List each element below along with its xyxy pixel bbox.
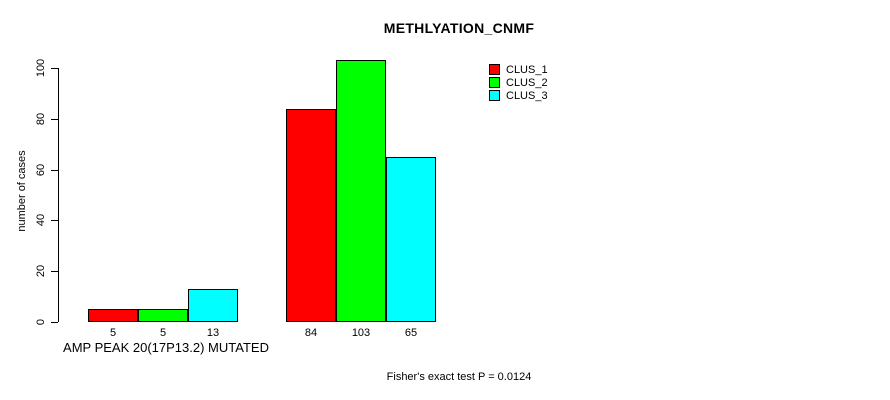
legend-label: CLUS_2 (506, 76, 548, 89)
y-tick-mark (51, 220, 58, 222)
bar-value-label: 5 (109, 327, 117, 339)
y-tick-mark (51, 118, 58, 120)
legend-label: CLUS_3 (506, 89, 548, 102)
y-tick-label: 40 (35, 214, 47, 227)
stat-annotation: Fisher's exact test P = 0.0124 (386, 371, 532, 383)
bar-clus_3-group1 (188, 288, 238, 322)
bar-value-label: 103 (351, 327, 371, 339)
y-tick-label: 60 (35, 163, 47, 176)
bar-clus_2-group1 (138, 309, 188, 322)
bar-clus_3-group2 (386, 156, 436, 322)
legend-swatch (489, 77, 500, 88)
y-tick-label: 0 (35, 318, 47, 326)
y-tick-label: 100 (35, 58, 47, 78)
chart-title: METHLYATION_CNMF (383, 20, 535, 36)
y-tick-mark (51, 322, 58, 323)
bar-value-label: 13 (206, 327, 220, 339)
y-axis-label: number of cases (16, 150, 28, 232)
legend-swatch (489, 64, 500, 75)
y-tick-mark (51, 169, 58, 171)
bar-value-label: 5 (159, 327, 167, 339)
bar-clus_1-group1 (88, 309, 138, 322)
legend-item: CLUS_1 (489, 63, 548, 76)
y-tick-mark (51, 68, 58, 69)
bar-clus_1-group2 (286, 108, 336, 322)
y-tick-label: 80 (35, 112, 47, 125)
y-tick-mark (51, 271, 58, 273)
legend-label: CLUS_1 (506, 63, 548, 76)
y-axis-line (58, 68, 59, 322)
bar-value-label: 65 (404, 327, 418, 339)
legend-item: CLUS_3 (489, 89, 548, 102)
legend-item: CLUS_2 (489, 76, 548, 89)
bar-clus_2-group2 (336, 60, 386, 322)
legend-swatch (489, 90, 500, 101)
legend: CLUS_1 CLUS_2 CLUS_3 (489, 63, 548, 102)
bar-value-label: 84 (304, 327, 318, 339)
y-tick-label: 20 (35, 265, 47, 278)
x-group-label: AMP PEAK 20(17P13.2) MUTATED (63, 340, 269, 355)
